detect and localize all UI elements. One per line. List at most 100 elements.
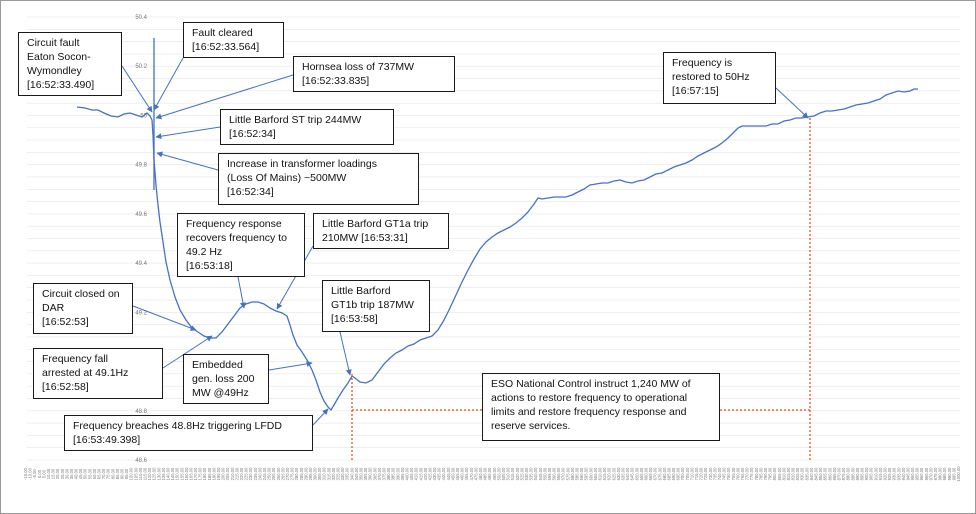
- x-tick-label: 845.00: [814, 467, 819, 480]
- annotation-line: Little Barford GT1a trip: [322, 218, 429, 230]
- x-tick-label: 515.00: [510, 467, 515, 480]
- x-tick-label: 555.00: [547, 467, 552, 480]
- annotation-line: [16:52:33.564]: [192, 41, 260, 53]
- y-tick-label: 48.6: [135, 458, 147, 464]
- x-tick-label: 440.00: [441, 467, 446, 480]
- y-tick-label: 49.6: [135, 212, 147, 218]
- annotation-line: Embedded: [192, 359, 243, 371]
- x-tick-label: 785.00: [758, 467, 763, 480]
- x-tick-label: 325.00: [336, 467, 341, 480]
- x-tick-label: 315.00: [326, 467, 331, 480]
- x-tick-label: 195.00: [216, 467, 221, 480]
- reference-lines: [153, 38, 811, 460]
- annotation-eso-national-control: ESO National Control instruct 1,240 MW o…: [482, 373, 720, 441]
- x-tick-label: 825.00: [795, 467, 800, 480]
- x-tick-label: 485.00: [483, 467, 488, 480]
- x-tick-label: 590.00: [579, 467, 584, 480]
- x-tick-label: 985.00: [942, 467, 947, 480]
- x-tick-label: 895.00: [859, 467, 864, 480]
- x-tick-label: 660.00: [643, 467, 648, 480]
- x-tick-label: 790.00: [763, 467, 768, 480]
- x-tick-label: 10.00: [46, 468, 51, 479]
- annotation-arrow: [155, 74, 294, 120]
- x-tick-label: -15.00: [23, 467, 28, 480]
- x-tick-label: 155.00: [179, 467, 184, 480]
- annotation-line: (Loss Of Mains) ~500MW: [227, 172, 347, 184]
- x-tick-label: 850.00: [818, 467, 823, 480]
- x-tick-label: 735.00: [712, 467, 717, 480]
- x-tick-label: 490.00: [487, 467, 492, 480]
- x-tick-label: 695.00: [676, 467, 681, 480]
- x-tick-label: 540.00: [533, 467, 538, 480]
- x-tick-label: 965.00: [924, 467, 929, 480]
- annotation-line: gen. loss 200: [192, 373, 255, 385]
- x-tick-label: 995.00: [951, 467, 956, 480]
- x-tick-label: 115.00: [142, 467, 147, 480]
- x-tick-label: 355.00: [363, 467, 368, 480]
- x-tick-label: 340.00: [349, 467, 354, 480]
- x-tick-label: 25.00: [60, 468, 65, 479]
- x-tick-label: 280.00: [294, 467, 299, 480]
- x-tick-label: 535.00: [529, 467, 534, 480]
- x-tick-label: 450.00: [450, 467, 455, 480]
- annotation-arrow: [132, 305, 197, 331]
- annotation-arrow: [775, 87, 809, 119]
- x-tick-label: 830.00: [800, 467, 805, 480]
- x-tick-label: 960.00: [919, 467, 924, 480]
- x-tick-label: 970.00: [928, 467, 933, 480]
- x-tick-label: 425.00: [427, 467, 432, 480]
- x-tick-label: 60.00: [92, 468, 97, 479]
- x-tick-label: 945.00: [905, 467, 910, 480]
- x-tick-label: 445.00: [446, 467, 451, 480]
- x-tick-label: 795.00: [768, 467, 773, 480]
- x-tick-label: 915.00: [878, 467, 883, 480]
- x-tick-label: 655.00: [639, 467, 644, 480]
- annotation-line: [16:57:15]: [672, 85, 719, 97]
- annotation-arrows: [121, 57, 809, 426]
- x-tick-label: 205.00: [225, 467, 230, 480]
- x-tick-label: 145.00: [170, 467, 175, 480]
- x-tick-label: 295.00: [308, 467, 313, 480]
- x-tick-label: 600.00: [588, 467, 593, 480]
- x-tick-label: 815.00: [786, 467, 791, 480]
- x-tick-label: 880.00: [846, 467, 851, 480]
- x-tick-label: 560.00: [552, 467, 557, 480]
- x-tick-label: 150.00: [175, 467, 180, 480]
- x-tick-label: 905.00: [869, 467, 874, 480]
- x-tick-label: 140.00: [165, 467, 170, 480]
- x-tick-label: 415.00: [418, 467, 423, 480]
- x-tick-label: 805.00: [777, 467, 782, 480]
- x-tick-label: 890.00: [855, 467, 860, 480]
- x-tick-label: 75.00: [106, 468, 111, 479]
- x-tick-label: 175.00: [198, 467, 203, 480]
- annotation-line: Fault cleared: [192, 27, 253, 39]
- x-tick-label: 335.00: [345, 467, 350, 480]
- y-tick-label: 48.8: [135, 409, 147, 415]
- annotation-transformer-loadings: Increase in transformer loadings (Loss Of…: [218, 153, 419, 205]
- x-tick-label: 455.00: [455, 467, 460, 480]
- x-tick-label: 775.00: [749, 467, 754, 480]
- annotation-line: [16:52:33.490]: [27, 79, 95, 91]
- annotation-line: recovers frequency to: [186, 232, 287, 244]
- x-tick-label: 745.00: [722, 467, 727, 480]
- x-tick-label: 260.00: [276, 467, 281, 480]
- x-tick-label: 110.00: [138, 467, 143, 480]
- x-tick-label: 700.00: [680, 467, 685, 480]
- annotation-line: [16:53:18]: [186, 260, 233, 272]
- y-tick-label: 50.4: [135, 15, 147, 21]
- x-tick-label: 750.00: [726, 467, 731, 480]
- annotation-line: [16:53:49.398]: [73, 434, 141, 446]
- annotation-frequency-response: Frequency response recovers frequency to 4…: [177, 213, 305, 277]
- x-tick-label: 35.00: [69, 468, 74, 479]
- x-tick-label: 270.00: [285, 467, 290, 480]
- x-tick-label: 1000.00: [956, 466, 961, 482]
- x-tick-label: 360.00: [368, 467, 373, 480]
- x-tick-label: 20.00: [55, 468, 60, 479]
- x-tick-label: 130.00: [156, 467, 161, 480]
- x-tick-label: 85.00: [115, 468, 120, 479]
- annotation-fault-cleared: Fault cleared [16:52:33.564]: [183, 22, 284, 58]
- annotation-line: ESO National Control instruct 1,240 MW o…: [491, 378, 691, 390]
- annotation-arrow: [156, 151, 219, 171]
- annotation-line: restored to 50Hz: [672, 71, 750, 83]
- annotation-line: GT1b trip 187MW: [331, 299, 414, 311]
